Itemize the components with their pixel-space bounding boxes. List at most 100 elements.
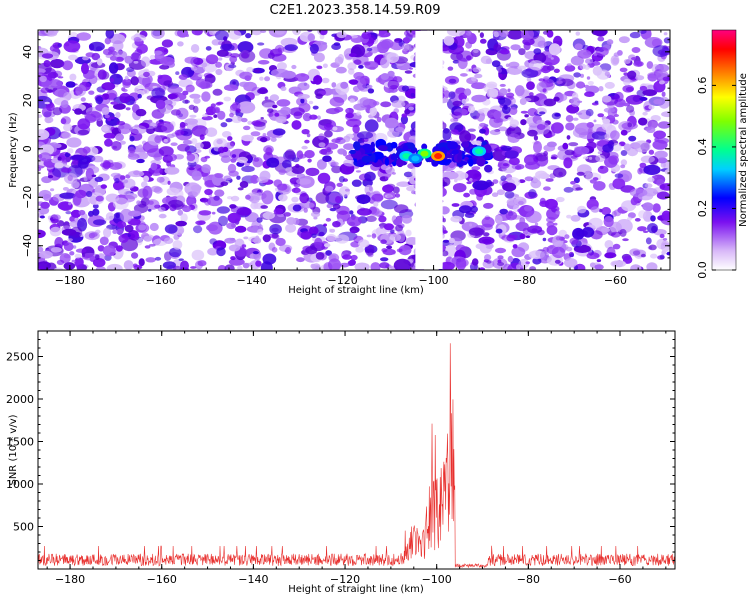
noise-blob: [307, 158, 312, 163]
noise-blob: [404, 109, 411, 115]
noise-blob: [127, 146, 136, 155]
noise-blob: [623, 143, 632, 152]
noise-blob: [585, 115, 590, 120]
noise-blob: [315, 93, 323, 99]
svg-text:−100: −100: [418, 274, 448, 287]
noise-blob: [494, 247, 507, 254]
noise-blob: [105, 212, 115, 221]
noise-blob: [119, 92, 131, 104]
noise-blob: [525, 235, 531, 238]
noise-blob: [305, 167, 320, 177]
noise-blob: [229, 112, 234, 118]
noise-blob: [476, 111, 486, 122]
signal-blob: [390, 141, 398, 149]
svg-text:−120: −120: [330, 573, 360, 586]
noise-blob: [468, 68, 473, 72]
noise-blob: [504, 190, 515, 199]
noise-blob: [479, 122, 487, 127]
noise-blob: [661, 210, 670, 221]
noise-blob: [273, 208, 284, 215]
noise-blob: [67, 148, 74, 154]
noise-blob: [555, 236, 562, 241]
noise-blob: [301, 129, 310, 135]
noise-blob: [38, 68, 46, 74]
noise-blob: [378, 215, 387, 223]
noise-blob: [184, 99, 189, 104]
noise-blob: [343, 143, 355, 151]
noise-blob: [43, 30, 59, 36]
noise-blob: [542, 237, 547, 242]
svg-text:1000: 1000: [6, 478, 34, 491]
noise-blob: [201, 91, 211, 102]
noise-blob: [199, 197, 209, 203]
noise-blob: [129, 135, 135, 142]
noise-blob: [218, 146, 225, 154]
noise-blob: [177, 41, 184, 47]
noise-blob: [518, 258, 530, 269]
noise-blob: [492, 144, 497, 149]
noise-blob: [54, 143, 62, 149]
noise-blob: [148, 243, 156, 247]
noise-blob: [315, 192, 330, 204]
noise-blob: [186, 198, 195, 205]
noise-blob: [136, 200, 141, 205]
noise-blob: [191, 249, 205, 261]
noise-blob: [553, 222, 558, 226]
noise-blob: [238, 50, 256, 63]
noise-blob: [102, 48, 113, 56]
noise-blob: [274, 30, 285, 35]
noise-blob: [322, 63, 328, 69]
noise-blob: [625, 94, 644, 105]
noise-blob: [441, 250, 449, 257]
noise-blob: [93, 219, 107, 226]
noise-blob: [124, 224, 134, 233]
noise-blob: [297, 82, 310, 91]
noise-blob: [163, 99, 173, 106]
noise-blob: [474, 73, 483, 79]
noise-blob: [540, 65, 551, 74]
noise-blob: [350, 241, 360, 248]
noise-blob: [359, 97, 370, 106]
noise-blob: [647, 177, 655, 183]
noise-blob: [472, 180, 490, 191]
noise-blob: [478, 267, 486, 270]
noise-blob: [507, 30, 524, 40]
noise-blob: [255, 235, 260, 241]
noise-blob: [617, 170, 633, 183]
noise-blob: [85, 52, 95, 58]
noise-blob: [604, 134, 610, 140]
noise-blob: [296, 173, 306, 179]
noise-blob: [581, 227, 595, 238]
noise-blob: [474, 173, 480, 178]
noise-blob: [656, 157, 668, 164]
noise-blob: [250, 131, 261, 137]
noise-blob: [525, 161, 540, 170]
noise-blob: [593, 181, 606, 191]
noise-blob: [465, 32, 472, 36]
colorbar: 0.0 0.2 0.4 0.6 Normalized spectral amplitu…: [696, 29, 749, 279]
noise-blob: [44, 116, 54, 124]
noise-blob: [131, 252, 139, 259]
noise-blob: [546, 141, 557, 148]
noise-blob: [269, 224, 282, 235]
noise-blob: [612, 57, 619, 65]
noise-blob: [390, 229, 395, 234]
noise-blob: [584, 64, 590, 70]
noise-blob: [228, 244, 241, 252]
noise-blob: [347, 260, 356, 266]
noise-blob: [262, 133, 267, 137]
noise-blob: [214, 173, 224, 179]
noise-blob: [550, 156, 557, 160]
noise-blob: [356, 77, 367, 91]
noise-blob: [392, 186, 400, 194]
noise-blob: [335, 196, 342, 204]
noise-blob: [220, 122, 228, 128]
noise-blob: [306, 133, 311, 138]
noise-blob: [492, 179, 499, 185]
noise-blob: [316, 159, 327, 170]
noise-blob: [444, 75, 460, 85]
noise-blob: [57, 156, 62, 161]
noise-blob: [38, 152, 52, 162]
noise-blob: [355, 246, 364, 253]
noise-blob: [507, 255, 514, 263]
